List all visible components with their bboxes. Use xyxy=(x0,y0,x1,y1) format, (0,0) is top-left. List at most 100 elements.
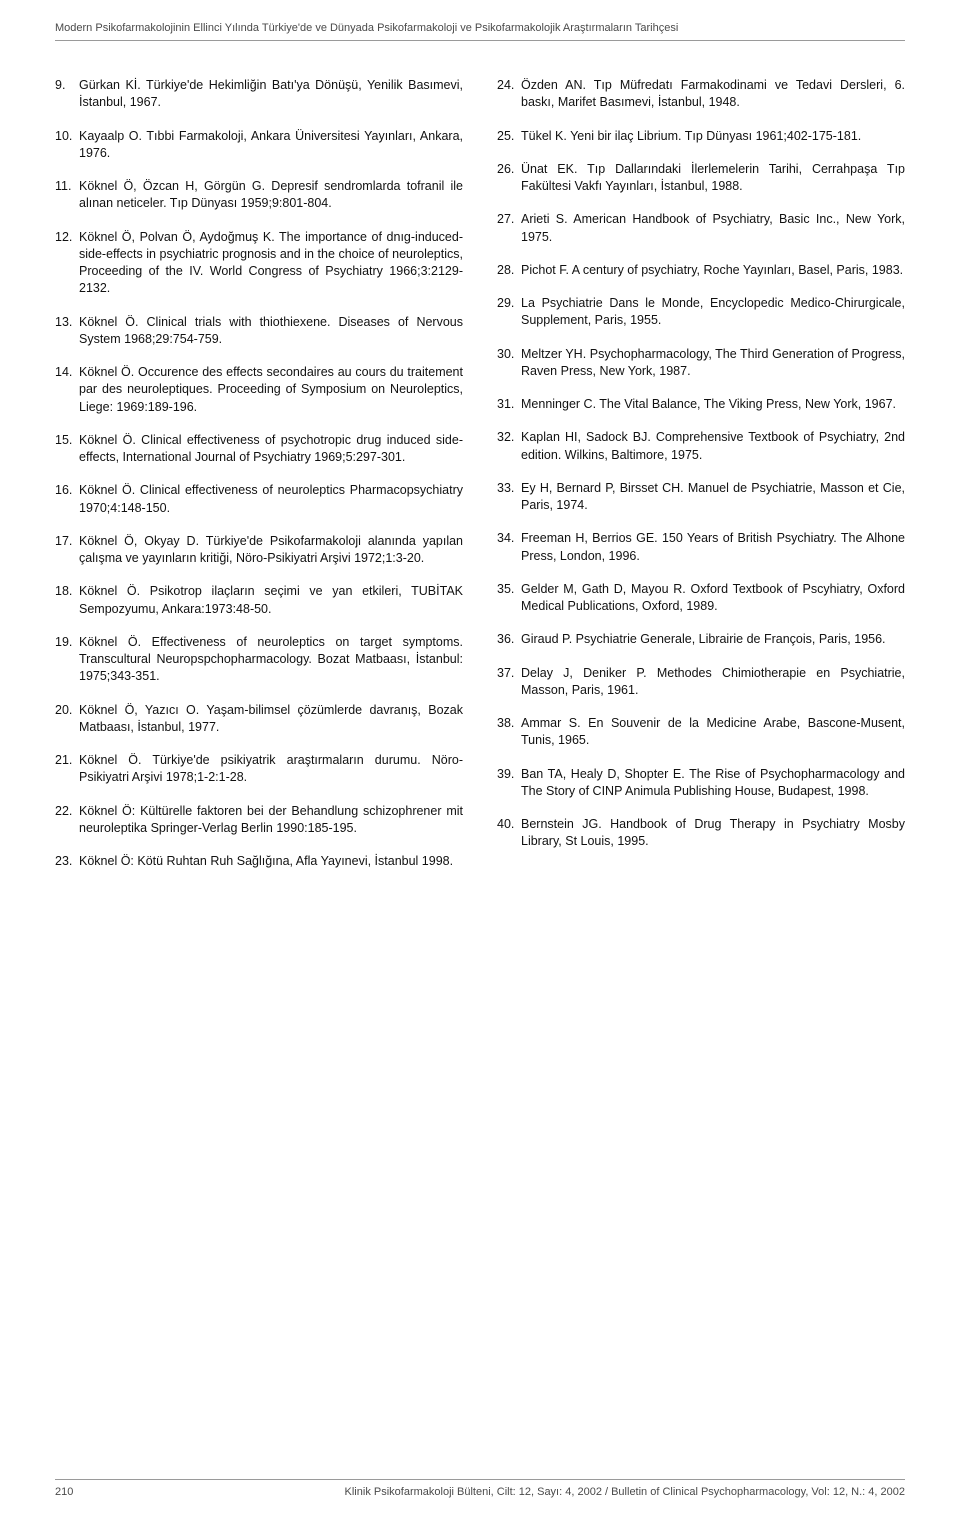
reference-item: 12. Köknel Ö, Polvan Ö, Aydoğmuş K. The … xyxy=(55,229,463,298)
reference-number: 34. xyxy=(497,530,521,565)
reference-text: Köknel Ö. Effectiveness of neuroleptics … xyxy=(79,634,463,686)
reference-columns: 9. Gürkan Kİ. Türkiye'de Hekimliğin Batı… xyxy=(55,77,905,886)
reference-number: 28. xyxy=(497,262,521,279)
reference-text: Köknel Ö. Clinical trials with thiothiex… xyxy=(79,314,463,349)
reference-number: 33. xyxy=(497,480,521,515)
reference-item: 15. Köknel Ö. Clinical effectiveness of … xyxy=(55,432,463,467)
reference-number: 17. xyxy=(55,533,79,568)
reference-item: 31. Menninger C. The Vital Balance, The … xyxy=(497,396,905,413)
reference-text: La Psychiatrie Dans le Monde, Encycloped… xyxy=(521,295,905,330)
reference-text: Köknel Ö, Özcan H, Görgün G. Depresif se… xyxy=(79,178,463,213)
reference-number: 24. xyxy=(497,77,521,112)
reference-item: 39. Ban TA, Healy D, Shopter E. The Rise… xyxy=(497,766,905,801)
reference-text: Freeman H, Berrios GE. 150 Years of Brit… xyxy=(521,530,905,565)
reference-number: 19. xyxy=(55,634,79,686)
reference-item: 36. Giraud P. Psychiatrie Generale, Libr… xyxy=(497,631,905,648)
reference-text: Özden AN. Tıp Müfredatı Farmakodinami ve… xyxy=(521,77,905,112)
reference-text: Arieti S. American Handbook of Psychiatr… xyxy=(521,211,905,246)
reference-text: Ey H, Bernard P, Birsset CH. Manuel de P… xyxy=(521,480,905,515)
reference-text: Gelder M, Gath D, Mayou R. Oxford Textbo… xyxy=(521,581,905,616)
reference-item: 25. Tükel K. Yeni bir ilaç Librium. Tıp … xyxy=(497,128,905,145)
reference-item: 35. Gelder M, Gath D, Mayou R. Oxford Te… xyxy=(497,581,905,616)
reference-number: 15. xyxy=(55,432,79,467)
reference-text: Köknel Ö. Psikotrop ilaçların seçimi ve … xyxy=(79,583,463,618)
reference-number: 26. xyxy=(497,161,521,196)
reference-text: Kaplan HI, Sadock BJ. Comprehensive Text… xyxy=(521,429,905,464)
reference-item: 26. Ünat EK. Tıp Dallarındaki İlerlemele… xyxy=(497,161,905,196)
reference-item: 34. Freeman H, Berrios GE. 150 Years of … xyxy=(497,530,905,565)
reference-text: Pichot F. A century of psychiatry, Roche… xyxy=(521,262,905,279)
journal-citation: Klinik Psikofarmakoloji Bülteni, Cilt: 1… xyxy=(345,1486,905,1498)
reference-text: Gürkan Kİ. Türkiye'de Hekimliğin Batı'ya… xyxy=(79,77,463,112)
reference-number: 20. xyxy=(55,702,79,737)
page-number: 210 xyxy=(55,1486,73,1498)
reference-text: Köknel Ö: Kötü Ruhtan Ruh Sağlığına, Afl… xyxy=(79,853,463,870)
reference-number: 22. xyxy=(55,803,79,838)
reference-text: Ammar S. En Souvenir de la Medicine Arab… xyxy=(521,715,905,750)
reference-text: Köknel Ö. Türkiye'de psikiyatrik araştır… xyxy=(79,752,463,787)
reference-item: 24. Özden AN. Tıp Müfredatı Farmakodinam… xyxy=(497,77,905,112)
reference-number: 14. xyxy=(55,364,79,416)
reference-column-right: 24. Özden AN. Tıp Müfredatı Farmakodinam… xyxy=(497,77,905,886)
reference-item: 37. Delay J, Deniker P. Methodes Chimiot… xyxy=(497,665,905,700)
reference-number: 12. xyxy=(55,229,79,298)
reference-number: 38. xyxy=(497,715,521,750)
reference-number: 10. xyxy=(55,128,79,163)
reference-column-left: 9. Gürkan Kİ. Türkiye'de Hekimliğin Batı… xyxy=(55,77,463,886)
reference-number: 16. xyxy=(55,482,79,517)
reference-text: Bernstein JG. Handbook of Drug Therapy i… xyxy=(521,816,905,851)
reference-number: 27. xyxy=(497,211,521,246)
reference-text: Menninger C. The Vital Balance, The Viki… xyxy=(521,396,905,413)
reference-item: 27. Arieti S. American Handbook of Psych… xyxy=(497,211,905,246)
reference-number: 9. xyxy=(55,77,79,112)
reference-item: 17. Köknel Ö, Okyay D. Türkiye'de Psikof… xyxy=(55,533,463,568)
reference-number: 36. xyxy=(497,631,521,648)
reference-item: 10. Kayaalp O. Tıbbi Farmakoloji, Ankara… xyxy=(55,128,463,163)
reference-number: 37. xyxy=(497,665,521,700)
reference-text: Meltzer YH. Psychopharmacology, The Thir… xyxy=(521,346,905,381)
reference-item: 22. Köknel Ö: Kültürelle faktoren bei de… xyxy=(55,803,463,838)
reference-number: 32. xyxy=(497,429,521,464)
reference-number: 35. xyxy=(497,581,521,616)
reference-number: 25. xyxy=(497,128,521,145)
reference-text: Köknel Ö. Clinical effectiveness of psyc… xyxy=(79,432,463,467)
reference-text: Köknel Ö. Occurence des effects secondai… xyxy=(79,364,463,416)
reference-item: 21. Köknel Ö. Türkiye'de psikiyatrik ara… xyxy=(55,752,463,787)
reference-item: 38. Ammar S. En Souvenir de la Medicine … xyxy=(497,715,905,750)
reference-number: 13. xyxy=(55,314,79,349)
reference-number: 30. xyxy=(497,346,521,381)
reference-text: Delay J, Deniker P. Methodes Chimiothera… xyxy=(521,665,905,700)
reference-text: Köknel Ö, Okyay D. Türkiye'de Psikofarma… xyxy=(79,533,463,568)
reference-number: 18. xyxy=(55,583,79,618)
reference-item: 11. Köknel Ö, Özcan H, Görgün G. Depresi… xyxy=(55,178,463,213)
reference-text: Köknel Ö: Kültürelle faktoren bei der Be… xyxy=(79,803,463,838)
reference-number: 31. xyxy=(497,396,521,413)
reference-item: 29. La Psychiatrie Dans le Monde, Encycl… xyxy=(497,295,905,330)
page-footer: 210 Klinik Psikofarmakoloji Bülteni, Cil… xyxy=(55,1479,905,1498)
reference-text: Köknel Ö, Polvan Ö, Aydoğmuş K. The impo… xyxy=(79,229,463,298)
reference-item: 30. Meltzer YH. Psychopharmacology, The … xyxy=(497,346,905,381)
reference-text: Köknel Ö, Yazıcı O. Yaşam-bilimsel çözüm… xyxy=(79,702,463,737)
page: Modern Psikofarmakolojinin Ellinci Yılın… xyxy=(0,0,960,1520)
reference-text: Kayaalp O. Tıbbi Farmakoloji, Ankara Üni… xyxy=(79,128,463,163)
reference-number: 21. xyxy=(55,752,79,787)
reference-text: Giraud P. Psychiatrie Generale, Librairi… xyxy=(521,631,905,648)
reference-text: Köknel Ö. Clinical effectiveness of neur… xyxy=(79,482,463,517)
reference-text: Ünat EK. Tıp Dallarındaki İlerlemelerin … xyxy=(521,161,905,196)
reference-number: 11. xyxy=(55,178,79,213)
reference-number: 39. xyxy=(497,766,521,801)
reference-item: 16. Köknel Ö. Clinical effectiveness of … xyxy=(55,482,463,517)
reference-text: Tükel K. Yeni bir ilaç Librium. Tıp Düny… xyxy=(521,128,905,145)
reference-item: 33. Ey H, Bernard P, Birsset CH. Manuel … xyxy=(497,480,905,515)
reference-number: 29. xyxy=(497,295,521,330)
reference-item: 20. Köknel Ö, Yazıcı O. Yaşam-bilimsel ç… xyxy=(55,702,463,737)
reference-item: 9. Gürkan Kİ. Türkiye'de Hekimliğin Batı… xyxy=(55,77,463,112)
reference-item: 23. Köknel Ö: Kötü Ruhtan Ruh Sağlığına,… xyxy=(55,853,463,870)
running-header: Modern Psikofarmakolojinin Ellinci Yılın… xyxy=(55,22,905,41)
reference-item: 28. Pichot F. A century of psychiatry, R… xyxy=(497,262,905,279)
reference-item: 32. Kaplan HI, Sadock BJ. Comprehensive … xyxy=(497,429,905,464)
reference-item: 19. Köknel Ö. Effectiveness of neurolept… xyxy=(55,634,463,686)
reference-item: 40. Bernstein JG. Handbook of Drug Thera… xyxy=(497,816,905,851)
reference-number: 40. xyxy=(497,816,521,851)
reference-item: 14. Köknel Ö. Occurence des effects seco… xyxy=(55,364,463,416)
